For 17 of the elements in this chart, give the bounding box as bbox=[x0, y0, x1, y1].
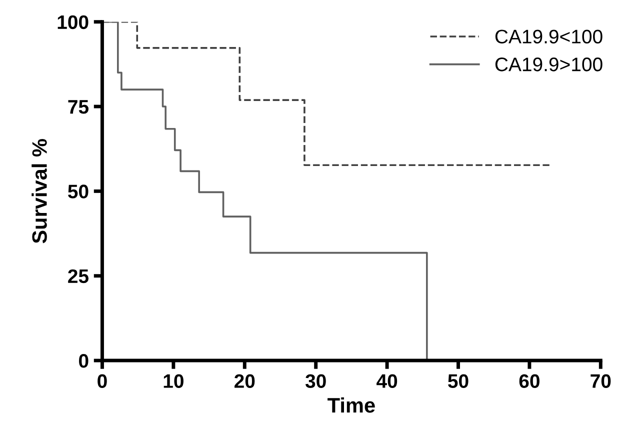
x-axis-title: Time bbox=[328, 397, 375, 413]
x-tick-label: 40 bbox=[376, 374, 398, 388]
x-tick-label: 20 bbox=[234, 374, 255, 388]
legend-label: CA19.9<100 bbox=[495, 30, 602, 44]
y-axis-title: Survival % bbox=[32, 139, 47, 244]
x-tick-label: 0 bbox=[98, 374, 107, 388]
y-tick-label: 25 bbox=[68, 269, 89, 284]
legend-label: CA19.9>100 bbox=[495, 58, 602, 72]
x-tick-label: 30 bbox=[305, 374, 326, 388]
x-tick-label: 10 bbox=[164, 374, 184, 388]
y-tick-label: 50 bbox=[68, 184, 88, 198]
y-tick-label: 0 bbox=[79, 354, 88, 368]
x-tick-label: 60 bbox=[519, 374, 540, 388]
y-tick-label: 100 bbox=[58, 15, 88, 30]
x-tick-label: 50 bbox=[448, 374, 468, 388]
x-tick-label: 70 bbox=[590, 374, 611, 388]
y-tick-label: 75 bbox=[68, 100, 89, 114]
